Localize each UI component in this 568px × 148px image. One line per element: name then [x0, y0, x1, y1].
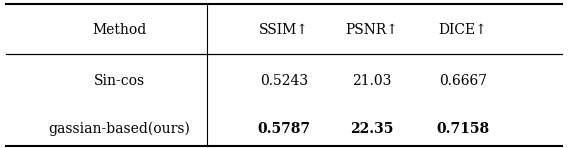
Text: 0.5243: 0.5243	[260, 74, 308, 88]
Text: DICE↑: DICE↑	[438, 23, 487, 37]
Text: 21.03: 21.03	[352, 74, 392, 88]
Text: gassian-based(ours): gassian-based(ours)	[48, 122, 190, 136]
Text: Method: Method	[92, 23, 147, 37]
Text: 0.6667: 0.6667	[439, 74, 487, 88]
Text: PSNR↑: PSNR↑	[345, 23, 399, 37]
Text: Sin-cos: Sin-cos	[94, 74, 145, 88]
Text: 0.5787: 0.5787	[257, 122, 311, 136]
Text: 22.35: 22.35	[350, 122, 394, 136]
Text: 0.7158: 0.7158	[436, 122, 490, 136]
Text: SSIM↑: SSIM↑	[259, 23, 309, 37]
